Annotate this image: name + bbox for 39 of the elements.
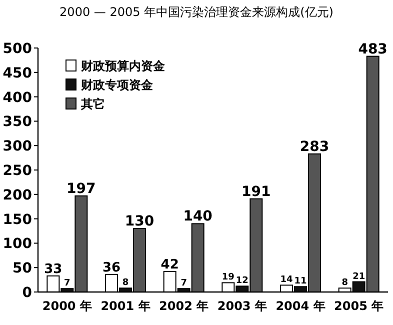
- y-tick-label: 150: [2, 212, 32, 228]
- data-label: 11: [294, 276, 307, 287]
- x-tick-label: 2005 年: [334, 299, 384, 313]
- x-tick-label: 2002 年: [159, 299, 209, 313]
- x-tick-label: 2003 年: [217, 299, 267, 313]
- data-label: 7: [64, 278, 70, 289]
- data-label: 8: [122, 278, 129, 288]
- y-tick-label: 250: [2, 163, 32, 179]
- data-label: 19: [222, 272, 234, 283]
- y-tick-label: 200: [2, 187, 32, 204]
- data-label: 483: [358, 41, 388, 58]
- data-label: 33: [44, 262, 62, 277]
- y-tick-label: 300: [2, 138, 32, 155]
- data-label: 197: [66, 180, 96, 197]
- data-label: 283: [300, 138, 330, 155]
- y-tick-label: 500: [2, 41, 32, 57]
- data-label: 191: [242, 184, 271, 200]
- data-label: 14: [280, 275, 293, 286]
- data-label: 21: [352, 272, 366, 282]
- y-tick-label: 100: [2, 236, 32, 252]
- data-label: 42: [160, 258, 179, 273]
- data-label: 12: [236, 276, 248, 286]
- y-tick-label: 400: [2, 90, 32, 106]
- data-label: 140: [183, 208, 213, 225]
- data-label: 7: [180, 278, 187, 289]
- data-label: 36: [102, 260, 121, 276]
- y-tick-label: 50: [12, 260, 32, 277]
- chart-title: 2000 — 2005 年中国污染治理资金来源构成(亿元): [60, 5, 334, 19]
- x-tick-label: 2004 年: [276, 299, 326, 313]
- legend-label: 财政专项资金: [80, 78, 154, 92]
- x-tick-label: 2000 年: [42, 299, 92, 313]
- legend-label: 其它: [80, 97, 105, 111]
- data-label: 130: [124, 214, 154, 230]
- legend-label: 财政预算内资金: [80, 59, 166, 73]
- y-tick-label: 0: [22, 285, 32, 301]
- y-tick-label: 450: [2, 65, 32, 82]
- y-tick-label: 350: [2, 114, 32, 130]
- data-label: 8: [342, 278, 348, 288]
- x-tick-label: 2001 年: [100, 299, 150, 313]
